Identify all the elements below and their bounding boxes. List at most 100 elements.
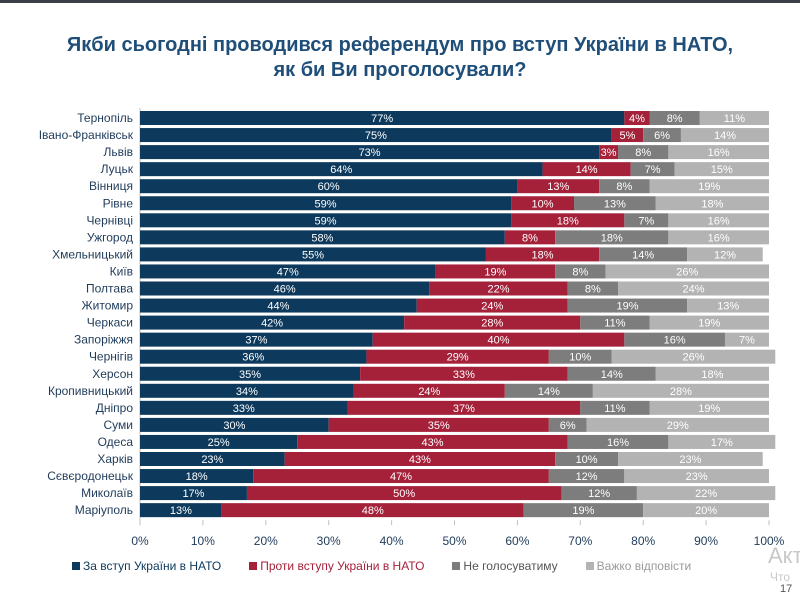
category-label: Київ: [110, 264, 133, 278]
data-label: 20%: [695, 505, 717, 517]
data-label: 23%: [686, 471, 708, 483]
data-label: 37%: [453, 403, 475, 415]
bar-segment: [567, 366, 656, 381]
x-tick-label: 20%: [254, 534, 278, 548]
data-label: 16%: [607, 437, 629, 449]
category-label: Суми: [104, 418, 133, 432]
bar-segment: [580, 315, 650, 330]
bar-segment: [504, 230, 556, 245]
legend-item: Важко відповісти: [585, 559, 691, 573]
data-label: 18%: [557, 215, 579, 227]
bar-segment: [680, 128, 769, 143]
bar-segment: [567, 298, 688, 313]
bar-segment: [140, 264, 436, 279]
data-label: 24%: [481, 301, 503, 313]
data-label: 10%: [532, 198, 554, 210]
data-label: 18%: [701, 198, 723, 210]
data-label: 75%: [365, 130, 387, 142]
data-label: 33%: [233, 403, 255, 415]
data-label: 22%: [488, 284, 510, 296]
bar-segment: [347, 400, 581, 415]
category-label: Харків: [97, 452, 133, 466]
data-label: 17%: [711, 437, 733, 449]
bar-segment: [140, 145, 600, 160]
bar-segment: [649, 400, 769, 415]
data-label: 14%: [538, 386, 560, 398]
bar-segment: [655, 366, 769, 381]
page-number: 17: [780, 583, 793, 595]
data-label: 18%: [532, 249, 554, 261]
watermark-subtext: Что: [770, 570, 791, 584]
bar-segment: [435, 264, 556, 279]
data-label: 18%: [701, 369, 723, 381]
category-label: Херсон: [92, 367, 133, 381]
bar-segment: [687, 247, 763, 262]
data-label: 42%: [261, 318, 283, 330]
bar-segment: [140, 213, 512, 228]
data-label: 8%: [667, 113, 683, 125]
data-label: 18%: [186, 471, 208, 483]
category-label: Івано-Франківськ: [39, 128, 134, 142]
legend-item: Проти вступу України в НАТО: [249, 559, 424, 573]
legend-swatch: [249, 562, 258, 570]
x-tick-label: 30%: [317, 534, 341, 548]
bar-segment: [328, 417, 549, 432]
bar-segment: [416, 298, 568, 313]
data-label: 19%: [484, 266, 506, 278]
data-label: 12%: [576, 471, 598, 483]
top-border: [0, 0, 800, 3]
bar-segment: [221, 503, 524, 518]
bar-segment: [548, 349, 612, 364]
data-label: 73%: [359, 147, 381, 159]
data-label: 16%: [664, 335, 686, 347]
bar-segment: [548, 417, 587, 432]
bar-segment: [140, 503, 222, 518]
data-label: 11%: [724, 113, 745, 125]
data-label: 55%: [302, 249, 324, 261]
data-label: 6%: [560, 420, 576, 432]
x-tick-label: 0%: [131, 534, 149, 548]
bar-segment: [611, 349, 776, 364]
data-label: 17%: [182, 488, 204, 500]
data-label: 26%: [683, 352, 705, 364]
bar-segment: [140, 469, 254, 484]
data-label: 25%: [208, 437, 230, 449]
bar-segment: [586, 417, 769, 432]
bar-segment: [649, 179, 769, 194]
category-label: Ужгород: [87, 230, 133, 244]
data-label: 13%: [604, 198, 626, 210]
data-label: 7%: [645, 164, 661, 176]
bar-segment: [643, 503, 769, 518]
bar-segment: [567, 281, 619, 296]
data-label: 11%: [604, 318, 625, 330]
data-label: 19%: [572, 505, 594, 517]
legend: За вступ України в НАТО Проти вступу Укра…: [72, 559, 691, 573]
x-tick-label: 60%: [505, 534, 529, 548]
category-label: Одеса: [98, 435, 134, 449]
data-label: 13%: [547, 181, 569, 193]
data-label: 77%: [371, 113, 393, 125]
bar-segment: [140, 315, 405, 330]
watermark-text: Акт: [768, 543, 800, 568]
data-label: 14%: [632, 249, 654, 261]
category-label: Чернівці: [86, 213, 133, 227]
bar-segment: [253, 469, 549, 484]
bar-segment: [555, 230, 669, 245]
bar-segment: [140, 332, 373, 347]
bar-segment: [140, 486, 247, 501]
bar-segment: [630, 162, 675, 177]
category-label: Запоріжжя: [74, 333, 133, 347]
bar-segment: [548, 469, 625, 484]
bar-segment: [542, 162, 631, 177]
data-label: 4%: [629, 113, 645, 125]
data-label: 16%: [708, 215, 730, 227]
category-label: Львів: [103, 145, 133, 159]
bar-segment: [140, 230, 505, 245]
legend-label: Проти вступу України в НАТО: [260, 559, 425, 573]
data-label: 46%: [274, 284, 296, 296]
data-label: 33%: [453, 369, 475, 381]
bar-segment: [140, 128, 612, 143]
bar-segment: [140, 434, 298, 449]
data-label: 16%: [708, 147, 730, 159]
bar-segment: [599, 145, 619, 160]
